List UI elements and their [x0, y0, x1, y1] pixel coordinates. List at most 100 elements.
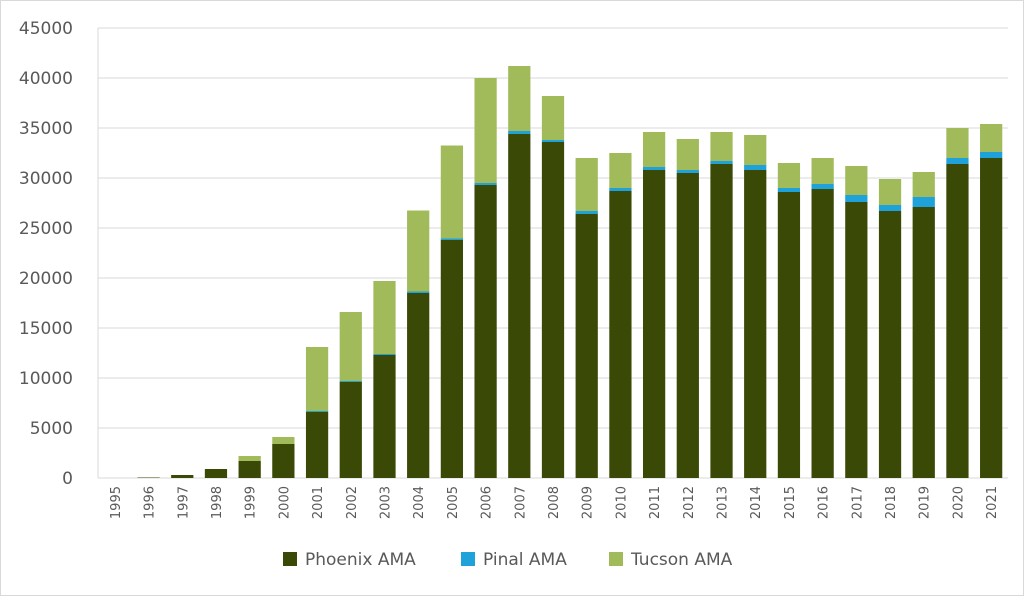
y-tick-label: 30000 — [19, 169, 73, 189]
bar-pinal-ama-2013 — [710, 161, 733, 164]
bar-pinal-ama-2001 — [305, 411, 329, 412]
bar-phoenix-ama-2001 — [305, 412, 329, 478]
x-tick-label: 2011 — [648, 486, 663, 519]
bar-pinal-ama-2014 — [744, 165, 767, 170]
y-tick-label: 5000 — [30, 419, 73, 439]
x-tick-label: 2006 — [480, 486, 495, 519]
bar-tucson-ama-2008 — [541, 96, 565, 140]
x-tick-label: 2015 — [783, 486, 798, 519]
bar-phoenix-ama-2005 — [440, 240, 464, 478]
bar-pinal-ama-2002 — [339, 381, 362, 382]
bar-phoenix-ama-2015 — [777, 192, 801, 478]
bar-phoenix-ama-2012 — [676, 173, 699, 478]
bar-pinal-ama-2011 — [642, 167, 666, 170]
bar-phoenix-ama-2013 — [710, 164, 733, 478]
bar-phoenix-ama-2020 — [946, 164, 969, 478]
bar-phoenix-ama-2018 — [878, 211, 902, 478]
bar-tucson-ama-2013 — [710, 132, 733, 161]
bar-tucson-ama-2005 — [440, 145, 464, 239]
x-tick-label: 2007 — [513, 486, 528, 519]
y-tick-label: 0 — [62, 469, 73, 489]
y-tick-label: 45000 — [19, 19, 73, 39]
bar-tucson-ama-2018 — [878, 179, 902, 205]
bar-tucson-ama-2010 — [609, 153, 632, 188]
bar-phoenix-ama-1997 — [171, 475, 194, 478]
x-tick-label: 2018 — [884, 486, 899, 519]
bar-tucson-ama-2009 — [575, 158, 598, 211]
x-tick-label: 1997 — [176, 486, 191, 519]
y-tick-label: 15000 — [19, 319, 73, 339]
bar-phoenix-ama-2011 — [642, 170, 666, 478]
bar-tucson-ama-2002 — [339, 312, 362, 381]
x-tick-label: 2002 — [345, 486, 360, 519]
bar-pinal-ama-2004 — [407, 291, 430, 293]
x-tick-label: 1998 — [210, 486, 225, 519]
x-tick-label: 2000 — [277, 486, 292, 519]
bar-tucson-ama-2004 — [407, 210, 430, 292]
bar-pinal-ama-2016 — [811, 184, 834, 189]
bar-pinal-ama-2017 — [845, 195, 868, 202]
x-tick-label: 2020 — [951, 486, 966, 519]
bar-phoenix-ama-2017 — [845, 202, 868, 478]
bar-pinal-ama-2019 — [912, 197, 935, 207]
bar-tucson-ama-2007 — [508, 66, 531, 131]
legend-label: Tucson AMA — [630, 550, 733, 570]
bar-pinal-ama-2003 — [373, 354, 396, 355]
bar-pinal-ama-2010 — [609, 188, 632, 191]
x-tick-label: 2012 — [682, 486, 697, 519]
bar-tucson-ama-2000 — [272, 437, 295, 444]
bar-pinal-ama-2007 — [508, 131, 531, 134]
bar-pinal-ama-2020 — [946, 158, 969, 164]
y-tick-label: 25000 — [19, 219, 73, 239]
bar-phoenix-ama-2007 — [508, 134, 531, 478]
bar-phoenix-ama-1998 — [204, 469, 228, 478]
bar-tucson-ama-2015 — [777, 163, 801, 188]
bar-phoenix-ama-2014 — [744, 170, 767, 478]
x-tick-label: 2005 — [446, 486, 461, 519]
bar-pinal-ama-2021 — [980, 152, 1003, 158]
legend-swatch — [461, 552, 475, 566]
bar-phoenix-ama-2009 — [575, 214, 598, 478]
y-tick-label: 35000 — [19, 119, 73, 139]
bar-phoenix-ama-2010 — [609, 191, 632, 478]
legend-swatch — [609, 552, 623, 566]
bar-tucson-ama-2021 — [980, 124, 1003, 152]
x-tick-label: 2017 — [850, 486, 865, 519]
x-tick-label: 1999 — [244, 486, 259, 519]
bar-phoenix-ama-2006 — [474, 185, 497, 478]
bars — [137, 66, 1003, 478]
x-tick-label: 2010 — [614, 486, 629, 519]
legend-label: Pinal AMA — [483, 550, 567, 570]
x-tick-label: 2016 — [817, 486, 832, 519]
bar-pinal-ama-2009 — [575, 211, 598, 214]
bar-pinal-ama-2008 — [541, 140, 565, 142]
legend-swatch — [283, 552, 297, 566]
bar-pinal-ama-2005 — [440, 238, 464, 240]
bar-tucson-ama-2017 — [845, 166, 868, 195]
x-tick-label: 2008 — [547, 486, 562, 519]
x-tick-label: 2019 — [918, 486, 933, 519]
bar-phoenix-ama-2008 — [541, 142, 565, 478]
y-axis-tick-labels: 0 5000 10000 15000 20000 25000 30000 35000 40000… — [19, 19, 73, 489]
legend: Phoenix AMA Pinal AMA Tucson AMA — [283, 550, 733, 570]
bar-phoenix-ama-2004 — [407, 293, 430, 478]
bar-tucson-ama-2020 — [946, 128, 969, 158]
x-tick-label: 1995 — [109, 486, 124, 519]
bar-tucson-ama-2001 — [305, 347, 329, 411]
bar-phoenix-ama-1999 — [238, 461, 261, 478]
x-tick-label: 1996 — [143, 486, 158, 519]
x-tick-label: 2003 — [378, 486, 393, 519]
bar-tucson-ama-2012 — [676, 139, 699, 170]
bar-tucson-ama-2014 — [744, 135, 767, 165]
x-axis-tick-labels: 1995 1996 1997 1998 1999 2000 2001 2002 2003 2004… — [109, 486, 1000, 519]
bar-pinal-ama-2006 — [474, 183, 497, 185]
y-tick-label: 10000 — [19, 369, 73, 389]
bar-phoenix-ama-2021 — [980, 158, 1003, 478]
bar-phoenix-ama-2016 — [811, 189, 834, 478]
y-tick-label: 20000 — [19, 269, 73, 289]
bar-phoenix-ama-1996 — [137, 477, 160, 478]
bar-tucson-ama-2003 — [373, 281, 396, 354]
x-tick-label: 2004 — [412, 486, 427, 519]
legend-label: Phoenix AMA — [305, 550, 416, 570]
